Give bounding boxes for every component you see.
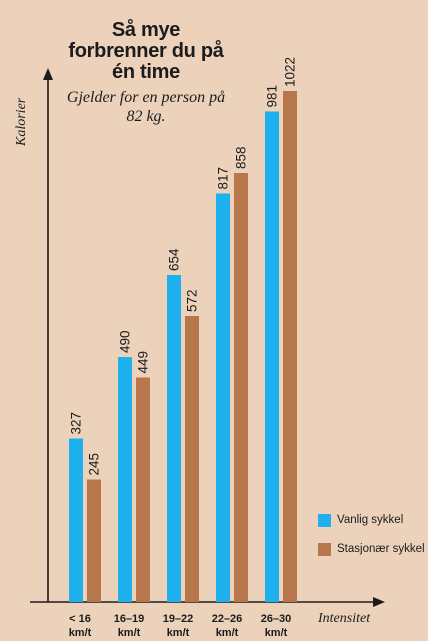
value-label-vanlig-1: 490 xyxy=(118,330,133,353)
value-label-stasjonaer-1: 449 xyxy=(136,351,151,374)
value-label-stasjonaer-4: 1022 xyxy=(283,57,298,87)
bar-stasjonaer-0 xyxy=(87,479,101,602)
category-label-2: 19–22 xyxy=(163,613,194,625)
legend-swatch-vanlig xyxy=(318,513,331,527)
category-unit-3: km/t xyxy=(216,627,239,639)
category-label-4: 26–30 xyxy=(261,613,292,625)
bar-stasjonaer-2 xyxy=(185,316,199,602)
x-axis-label: Intensitet xyxy=(318,611,371,626)
category-label-0: < 16 xyxy=(69,613,91,625)
value-label-vanlig-2: 654 xyxy=(167,248,182,271)
bar-stasjonaer-4 xyxy=(283,91,297,602)
y-axis-arrow xyxy=(43,68,53,80)
legend-label-stasjonaer: Stasjonær sykkel xyxy=(337,543,425,555)
category-unit-2: km/t xyxy=(167,627,190,639)
bar-vanlig-4 xyxy=(265,111,279,602)
chart-title: Så mye forbrenner du på én time xyxy=(68,19,224,83)
chart-subtitle: Gjelder for en person på 82 kg. xyxy=(66,89,226,125)
bar-vanlig-3 xyxy=(216,193,230,602)
legend-item-vanlig: Vanlig sykkel xyxy=(318,512,425,528)
legend: Vanlig sykkel Stasjonær sykkel xyxy=(318,512,425,570)
bar-vanlig-2 xyxy=(167,275,181,602)
category-unit-4: km/t xyxy=(265,627,288,639)
x-axis-arrow xyxy=(373,597,385,607)
category-label-3: 22–26 xyxy=(212,613,243,625)
legend-label-vanlig: Vanlig sykkel xyxy=(337,514,404,526)
value-label-vanlig-0: 327 xyxy=(69,412,84,435)
value-label-vanlig-4: 981 xyxy=(265,85,280,108)
value-label-stasjonaer-3: 858 xyxy=(234,146,249,169)
value-label-stasjonaer-2: 572 xyxy=(185,289,200,312)
bar-stasjonaer-3 xyxy=(234,173,248,602)
value-label-vanlig-3: 817 xyxy=(216,167,231,190)
value-label-stasjonaer-0: 245 xyxy=(87,453,102,476)
bar-vanlig-1 xyxy=(118,357,132,602)
category-labels: < 16 km/t 16–19 km/t 19–22 km/t 22–26 km/t 26–30… xyxy=(69,613,292,639)
category-label-1: 16–19 xyxy=(114,613,145,625)
bars xyxy=(69,91,297,602)
bar-stasjonaer-1 xyxy=(136,377,150,602)
bar-vanlig-0 xyxy=(69,438,83,602)
category-unit-0: km/t xyxy=(69,627,92,639)
legend-item-stasjonaer: Stasjonær sykkel xyxy=(318,541,425,557)
legend-swatch-stasjonaer xyxy=(318,542,331,556)
category-unit-1: km/t xyxy=(118,627,141,639)
